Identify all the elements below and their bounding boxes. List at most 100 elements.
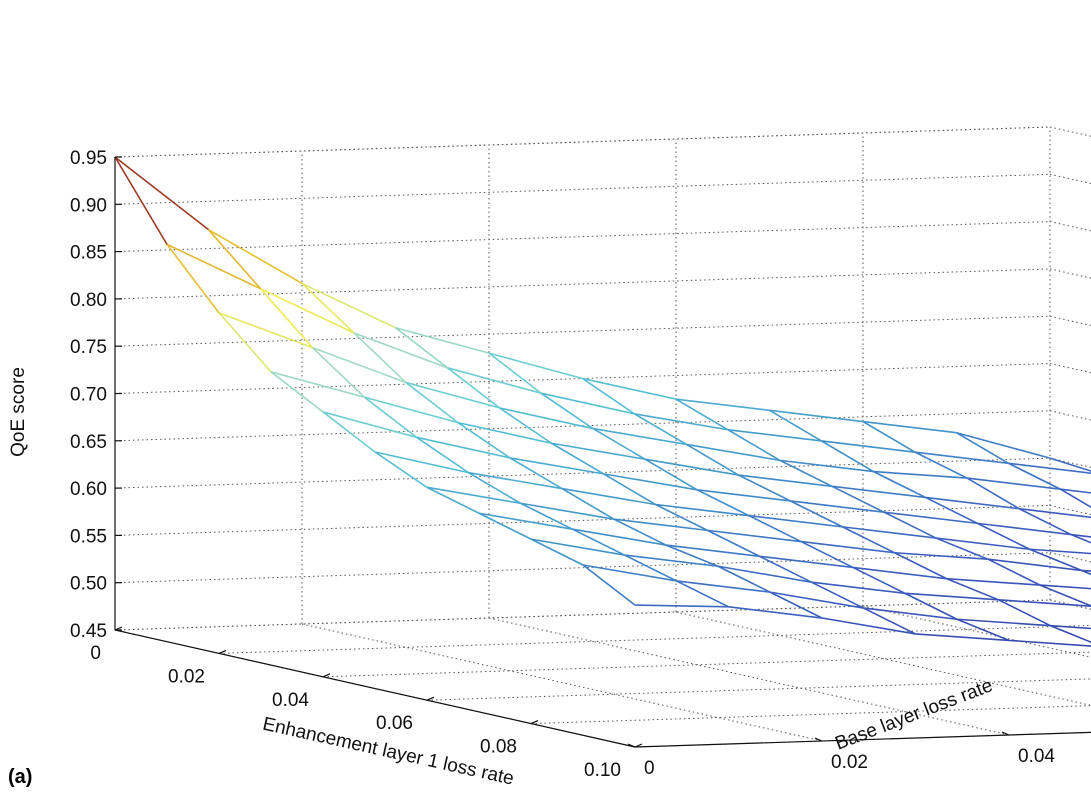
mesh-segment (1018, 507, 1072, 536)
mesh-segment (728, 606, 823, 619)
mesh-segment (956, 618, 1051, 627)
mesh-segment (925, 496, 978, 525)
mesh-segment (998, 599, 1091, 608)
mesh-segment (270, 371, 324, 413)
mesh-segment (488, 352, 542, 394)
mesh-segment (1060, 488, 1091, 494)
grid-line (114, 552, 1051, 584)
mesh-segment (634, 604, 729, 608)
mesh-segment (592, 427, 687, 446)
axes-grid (114, 126, 1091, 748)
z-axis-label: QoE score (8, 367, 29, 457)
mesh-segment (748, 514, 843, 528)
mesh-segment (935, 537, 1030, 551)
mesh-segment (842, 526, 895, 554)
y-tick-mark (1001, 731, 1010, 736)
mesh-segment (977, 522, 1072, 536)
mesh-segment (311, 347, 366, 398)
mesh-segment (405, 381, 459, 424)
mesh-segment (416, 436, 469, 474)
mesh-segment (468, 471, 521, 504)
y-tick-label: 0.02 (831, 752, 868, 773)
grid-line (1049, 363, 1091, 374)
x-tick-label: 0.08 (480, 737, 517, 758)
z-tick-label: 0.90 (70, 195, 107, 216)
mesh-segment (644, 458, 698, 491)
mesh-segment (852, 566, 906, 595)
mesh-segment (873, 470, 968, 479)
mesh-segment (457, 421, 552, 445)
mesh-segment (1008, 639, 1091, 647)
mesh-segment (717, 565, 812, 583)
grid-line (488, 617, 1010, 736)
mesh-segment (821, 440, 874, 473)
z-tick-label: 0.80 (70, 290, 107, 311)
mesh-segment (416, 436, 511, 459)
mesh-segment (374, 451, 469, 474)
mesh-segment (987, 558, 1082, 572)
grid-line (1049, 599, 1091, 610)
mesh-segment (977, 522, 1030, 550)
mesh-segment (582, 377, 677, 400)
y-tick-label: 0 (644, 758, 655, 779)
mesh-segment (468, 471, 563, 490)
mesh-segment (1060, 488, 1091, 509)
mesh-segment (114, 156, 168, 245)
mesh-segment (509, 457, 563, 490)
mesh-segment (1050, 624, 1091, 644)
mesh-segment (1070, 533, 1091, 538)
mesh-segment (738, 474, 791, 502)
mesh-segment (707, 529, 760, 557)
mesh-segment (582, 377, 635, 415)
grid-line (114, 221, 1051, 253)
mesh-segment (218, 312, 272, 373)
mesh-segment (717, 565, 771, 593)
mesh-segment (676, 580, 771, 593)
mesh-segment (707, 529, 802, 543)
mesh-segment (509, 457, 604, 475)
mesh-segment (322, 411, 376, 453)
grid-line (1049, 221, 1091, 232)
mesh-segment (956, 432, 1009, 465)
grid-line (114, 315, 1051, 347)
axes-lines (114, 156, 1091, 748)
mesh-segment (769, 591, 864, 609)
y-axis-label: Base layer loss rate (832, 675, 995, 754)
mesh-segment (603, 473, 698, 491)
mesh-segment (457, 421, 511, 459)
grid-line (114, 173, 1051, 205)
mesh-segment (1008, 462, 1061, 490)
mesh-segment (1039, 584, 1091, 590)
mesh-segment (842, 526, 937, 539)
mesh-segment (1018, 507, 1091, 519)
mesh-segment (862, 420, 957, 434)
mesh-segment (800, 540, 895, 554)
grid-line (114, 457, 1051, 489)
mesh-segment (540, 392, 594, 430)
mesh-segment (1008, 462, 1091, 475)
mesh-segment (1081, 569, 1091, 576)
mesh-segment (821, 617, 916, 635)
mesh-segment (426, 486, 521, 505)
mesh-segment (998, 599, 1051, 627)
mesh-segment (873, 470, 926, 499)
mesh-segment (1029, 548, 1091, 555)
mesh-segment (800, 540, 854, 569)
mesh-segment (395, 327, 448, 369)
x-tick-label: 0.06 (376, 713, 413, 734)
z-tick-label: 0.85 (70, 243, 107, 264)
panel-label: (a) (8, 766, 32, 788)
z-tick-label: 0.70 (70, 385, 107, 406)
z-tick-label: 0.50 (70, 574, 107, 595)
mesh-segment (395, 326, 490, 354)
mesh-segment (1049, 457, 1091, 472)
mesh-segment (613, 518, 667, 546)
x-tick-mark (426, 696, 435, 701)
mesh-segment (218, 312, 313, 349)
mesh-segment (447, 367, 542, 394)
x-axis-line (114, 629, 636, 748)
grid-line (322, 651, 1091, 678)
z-tick-label: 0.75 (70, 337, 107, 358)
mesh-segment (624, 554, 677, 582)
mesh-segment (738, 474, 833, 488)
